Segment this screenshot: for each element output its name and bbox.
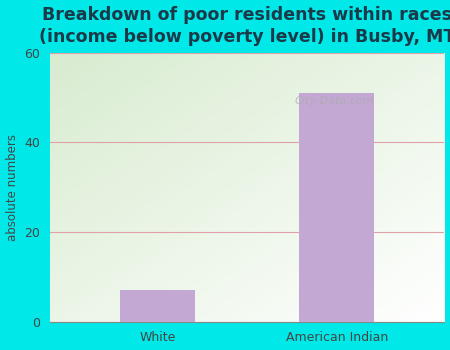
Title: Breakdown of poor residents within races
(income below poverty level) in Busby, : Breakdown of poor residents within races… [39,6,450,46]
Y-axis label: absolute numbers: absolute numbers [5,134,18,241]
Bar [120,290,195,322]
Bar [299,93,374,322]
Text: City-Data.com: City-Data.com [294,96,374,106]
